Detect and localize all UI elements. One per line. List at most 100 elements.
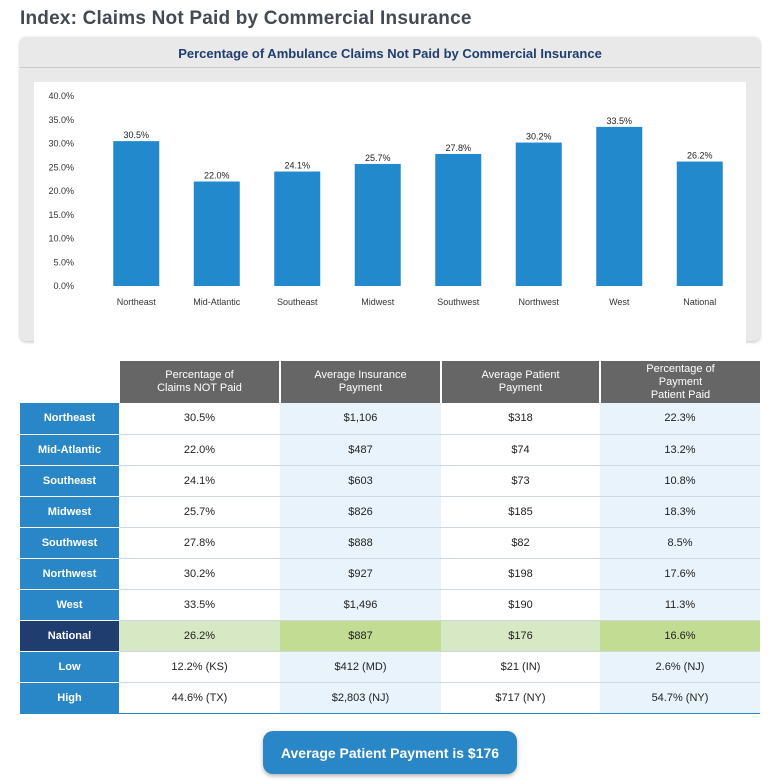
table-row-west: West 33.5% $1,496 $190 11.3% (20, 589, 760, 621)
bar (435, 153, 482, 286)
chart-title-divider (20, 67, 760, 68)
table-row-northeast: Northeast 30.5% $1,106 $318 22.3% (20, 403, 760, 435)
y-tick-label: 30.0% (48, 139, 74, 149)
cell-claims-not-paid: 26.2% (119, 620, 280, 652)
cell-pct-patient-paid: 10.8% (600, 465, 760, 497)
x-tick-label: Midwest (361, 297, 395, 307)
row-label: National (20, 620, 119, 652)
cell-avg-patient-payment: $21 (IN) (441, 651, 600, 683)
cell-avg-insurance-payment: $603 (280, 465, 441, 497)
cell-claims-not-paid: 12.2% (KS) (119, 651, 280, 683)
bar-value-label: 27.8% (445, 143, 471, 153)
bar-value-label: 30.2% (526, 132, 552, 142)
row-label: Mid-Atlantic (20, 434, 119, 466)
column-header-claims-not-paid: Percentage of Claims NOT Paid (119, 361, 281, 403)
x-tick-label: Northwest (518, 297, 559, 307)
bar (515, 142, 562, 286)
row-label: Northeast (20, 403, 119, 435)
regional-data-table: Percentage of Claims NOT Paid Average Ins… (20, 361, 760, 714)
cell-avg-insurance-payment: $888 (280, 527, 441, 559)
cell-claims-not-paid: 24.1% (119, 465, 280, 497)
row-label: Southeast (20, 465, 119, 497)
bar (113, 141, 160, 286)
cell-claims-not-paid: 25.7% (119, 496, 280, 528)
x-tick-label: Southwest (437, 297, 480, 307)
table-row-high: High 44.6% (TX) $2,803 (NJ) $717 (NY) 54… (20, 682, 760, 714)
bar-chart: 0.0% 5.0% 10.0% 15.0% 20.0% 25.0% 30.0% 35.0% 40… (48, 91, 723, 307)
cell-pct-patient-paid: 8.5% (600, 527, 760, 559)
cell-pct-patient-paid: 22.3% (600, 403, 760, 435)
row-label: Midwest (20, 496, 119, 528)
cell-avg-patient-payment: $318 (441, 403, 600, 435)
table-row-mid-atlantic: Mid-Atlantic 22.0% $487 $74 13.2% (20, 434, 760, 466)
cell-avg-patient-payment: $176 (441, 620, 600, 652)
cell-claims-not-paid: 44.6% (TX) (119, 682, 280, 714)
cell-avg-insurance-payment: $1,106 (280, 403, 441, 435)
column-header-pct-patient-paid: Percentage of Payment Patient Paid (600, 361, 760, 403)
y-tick-label: 35.0% (48, 115, 74, 125)
column-header-line: Patient Paid (650, 388, 711, 401)
table-corner-cell (20, 361, 120, 403)
column-header-avg-insurance-payment: Average Insurance Payment (280, 361, 442, 403)
bar-value-label: 30.5% (123, 130, 149, 140)
page-title: Index: Claims Not Paid by Commercial Ins… (20, 8, 472, 29)
table-row-southwest: Southwest 27.8% $888 $82 8.5% (20, 527, 760, 559)
cell-pct-patient-paid: 16.6% (600, 620, 760, 652)
table-row-midwest: Midwest 25.7% $826 $185 18.3% (20, 496, 760, 528)
column-header-line: Average Patient (481, 369, 560, 381)
bar (354, 163, 401, 286)
cell-pct-patient-paid: 18.3% (600, 496, 760, 528)
cell-avg-patient-payment: $198 (441, 558, 600, 590)
row-label: Southwest (20, 527, 119, 559)
column-header-line: Percentage of Payment (646, 362, 715, 388)
cell-pct-patient-paid: 54.7% (NY) (600, 682, 760, 714)
table-header-row: Percentage of Claims NOT Paid Average Ins… (20, 361, 760, 403)
cell-avg-insurance-payment: $1,496 (280, 589, 441, 621)
plot-area: 0.0% 5.0% 10.0% 15.0% 20.0% 25.0% 30.0% 35.0% 40… (34, 82, 746, 348)
chart-title: Percentage of Ambulance Claims Not Paid … (178, 46, 602, 61)
bar-value-label: 22.0% (204, 171, 230, 181)
cell-claims-not-paid: 27.8% (119, 527, 280, 559)
chart-panel: Percentage of Ambulance Claims Not Paid … (20, 37, 760, 348)
column-header-line: Payment (338, 382, 383, 394)
cell-claims-not-paid: 30.2% (119, 558, 280, 590)
y-tick-label: 40.0% (48, 91, 74, 101)
cell-pct-patient-paid: 11.3% (600, 589, 760, 621)
y-tick-label: 10.0% (48, 234, 74, 244)
column-header-avg-patient-payment: Average Patient Payment (441, 361, 601, 403)
summary-callout: Average Patient Payment is $176 (263, 731, 517, 774)
bar (193, 181, 240, 286)
row-label: High (20, 682, 119, 714)
cell-claims-not-paid: 22.0% (119, 434, 280, 466)
bar-value-label: 25.7% (365, 153, 391, 163)
row-label: Low (20, 651, 119, 683)
bar (596, 126, 643, 286)
bar-value-label: 33.5% (606, 116, 632, 126)
table-row-low: Low 12.2% (KS) $412 (MD) $21 (IN) 2.6% (… (20, 651, 760, 683)
bar (676, 161, 723, 286)
y-tick-label: 0.0% (53, 281, 74, 291)
table-row-southeast: Southeast 24.1% $603 $73 10.8% (20, 465, 760, 497)
x-tick-label: Southeast (277, 297, 318, 307)
row-label: West (20, 589, 119, 621)
cell-avg-patient-payment: $185 (441, 496, 600, 528)
x-tick-label: National (683, 297, 716, 307)
cell-claims-not-paid: 33.5% (119, 589, 280, 621)
column-header-line: Percentage of (165, 369, 234, 381)
x-tick-label: Northeast (117, 297, 157, 307)
cell-avg-insurance-payment: $412 (MD) (280, 651, 441, 683)
cell-avg-insurance-payment: $927 (280, 558, 441, 590)
cell-pct-patient-paid: 13.2% (600, 434, 760, 466)
cell-avg-patient-payment: $73 (441, 465, 600, 497)
cell-avg-patient-payment: $82 (441, 527, 600, 559)
x-tick-label: Mid-Atlantic (193, 297, 241, 307)
cell-pct-patient-paid: 17.6% (600, 558, 760, 590)
cell-avg-patient-payment: $717 (NY) (441, 682, 600, 714)
cell-claims-not-paid: 30.5% (119, 403, 280, 435)
cell-avg-insurance-payment: $887 (280, 620, 441, 652)
table-row-northwest: Northwest 30.2% $927 $198 17.6% (20, 558, 760, 590)
y-tick-label: 25.0% (48, 162, 74, 172)
row-label: Northwest (20, 558, 119, 590)
cell-pct-patient-paid: 2.6% (NJ) (600, 651, 760, 683)
column-header-line: Claims NOT Paid (157, 382, 242, 394)
